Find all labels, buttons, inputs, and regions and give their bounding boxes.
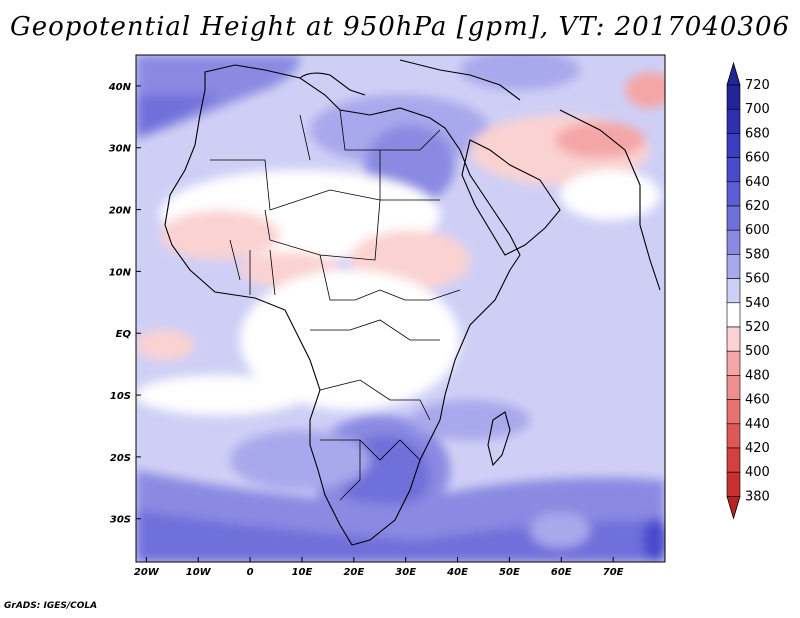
y-tick-label: 40N: [108, 82, 132, 93]
x-tick-label: 0: [247, 567, 254, 578]
colorbar-swatch: [726, 205, 741, 231]
colorbar-label: 400: [745, 465, 770, 480]
colorbar-label: 520: [745, 320, 770, 335]
grads-credit: GrADS: IGES/COLA: [4, 601, 98, 611]
y-tick-label: 20S: [110, 453, 131, 464]
y-tick-label: 30N: [109, 144, 132, 155]
colorbar-label: 440: [745, 417, 770, 432]
colorbar-label: 580: [745, 247, 770, 262]
colorbar-min-arrow: [726, 495, 741, 520]
colorbar-label: 560: [745, 272, 770, 287]
x-tick-label: 40E: [446, 567, 468, 578]
colorbar-label: 720: [745, 78, 770, 93]
x-tick-label: 10W: [186, 567, 212, 578]
colorbar-swatch: [726, 84, 741, 110]
colorbar-label: 480: [745, 368, 770, 383]
colorbar-label: 660: [745, 151, 770, 166]
x-tick-label: 20W: [134, 567, 160, 578]
colorbar-swatch: [726, 157, 741, 183]
colorbar-label: 620: [745, 199, 770, 214]
colorbar-swatch: [726, 302, 741, 328]
colorbar-label: 500: [745, 344, 770, 359]
x-tick-label: 20E: [343, 567, 364, 578]
colorbar-swatch: [726, 423, 741, 449]
x-tick-label: 30E: [395, 567, 416, 578]
colorbar-swatch: [726, 229, 741, 255]
plot-frame: [135, 54, 666, 563]
y-tick-label: 10S: [110, 391, 131, 402]
x-tick-label: 60E: [551, 567, 572, 578]
colorbar-label: 600: [745, 223, 770, 238]
colorbar-swatch: [726, 278, 741, 304]
coastlines: [164, 59, 661, 546]
colorbar-label: 700: [745, 102, 770, 117]
colorbar-swatch: [726, 350, 741, 376]
y-tick-label: EQ: [116, 329, 132, 340]
colorbar-max-arrow: [726, 61, 741, 86]
x-tick-label: 50E: [499, 567, 520, 578]
colorbar-label: 540: [745, 296, 770, 311]
y-axis: 40N 30N 20N 10N EQ 10S 20S 30S: [108, 82, 141, 526]
colorbar-label: 420: [745, 441, 770, 456]
colorbar-label: 460: [745, 393, 770, 408]
colorbar-label: 680: [745, 126, 770, 141]
colorbar-swatch: [726, 108, 741, 134]
colorbar-swatch: [726, 254, 741, 279]
x-tick-label: 10E: [292, 567, 313, 578]
x-tick-label: 70E: [603, 567, 624, 578]
y-tick-label: 30S: [110, 515, 131, 526]
colorbar-swatch: [726, 326, 741, 352]
colorbar-swatch: [726, 471, 741, 497]
x-axis: 20W 10W 0 10E 20E 30E 40E 50E 60E 70E: [134, 557, 624, 578]
colorbar: 720 700 680 660 640 620 600 580 560 540 520 500 480 4…: [726, 61, 770, 520]
colorbar-label: 380: [745, 489, 770, 504]
map-title: Geopotential Height at 950hPa [gpm], VT:…: [9, 12, 791, 42]
colorbar-swatch: [726, 375, 741, 400]
geopotential-field: [136, 55, 665, 562]
y-tick-label: 10N: [109, 267, 132, 278]
colorbar-swatch: [726, 399, 741, 425]
colorbar-swatch: [726, 447, 741, 473]
colorbar-label: 640: [745, 175, 770, 190]
y-tick-label: 20N: [109, 206, 132, 217]
country-borders: [210, 109, 461, 501]
colorbar-swatch: [726, 181, 741, 207]
colorbar-swatch: [726, 133, 741, 158]
